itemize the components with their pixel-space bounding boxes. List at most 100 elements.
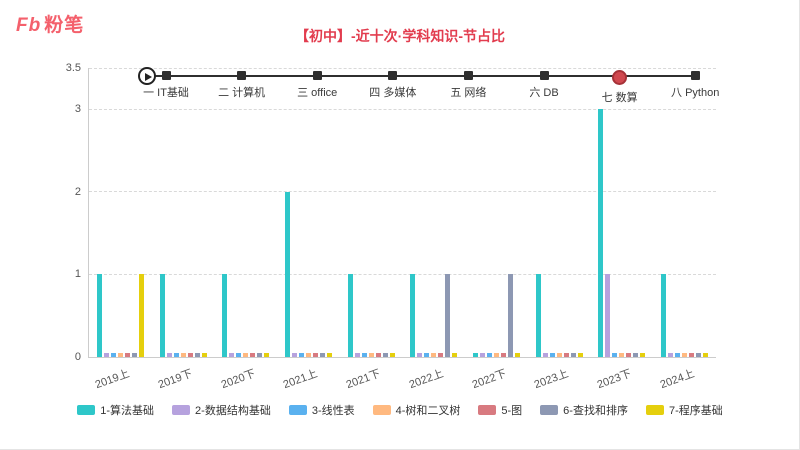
timeline-step-label: 六 DB — [529, 87, 559, 99]
bar-5-图-2021下[interactable] — [375, 352, 381, 357]
legend-swatch — [478, 405, 497, 415]
bar-3-线性表-2024上[interactable] — [675, 352, 681, 357]
bar-7-程序基础-2022上[interactable] — [452, 352, 458, 357]
bar-1-算法基础-2020下[interactable] — [222, 274, 228, 357]
bar-4-树和二叉树-2020下[interactable] — [243, 352, 249, 357]
timeline-step-6[interactable]: 六 DB — [499, 68, 589, 100]
bar-3-线性表-2019上[interactable] — [110, 352, 116, 357]
bar-6-查找和排序-2022上[interactable] — [445, 274, 451, 357]
timeline-marker[interactable] — [690, 71, 700, 80]
legend-item-6-查找和排序[interactable]: 6-查找和排序 — [540, 402, 628, 418]
timeline-step-3[interactable]: 三 office — [272, 68, 362, 100]
bar-2-数据结构基础-2021上[interactable] — [291, 352, 297, 357]
bar-1-算法基础-2021上[interactable] — [284, 191, 290, 357]
bar-7-程序基础-2023上[interactable] — [577, 352, 583, 357]
bar-6-查找和排序-2021下[interactable] — [382, 352, 388, 357]
bar-7-程序基础-2019上[interactable] — [138, 274, 144, 357]
bar-5-图-2019下[interactable] — [187, 352, 193, 357]
bar-6-查找和排序-2019上[interactable] — [131, 352, 137, 357]
bar-4-树和二叉树-2021上[interactable] — [305, 352, 311, 357]
timeline-marker[interactable] — [161, 71, 171, 80]
bar-2-数据结构基础-2020下[interactable] — [229, 352, 235, 357]
bar-3-线性表-2022下[interactable] — [487, 352, 493, 357]
legend-label: 3-线性表 — [311, 405, 355, 417]
bar-4-树和二叉树-2023下[interactable] — [619, 352, 625, 357]
bar-6-查找和排序-2023上[interactable] — [570, 352, 576, 357]
timeline-step-1[interactable]: 一 IT基础 — [121, 68, 211, 100]
bar-5-图-2023下[interactable] — [626, 352, 632, 357]
legend-label: 4-树和二叉树 — [395, 405, 461, 417]
legend-swatch — [288, 405, 307, 415]
legend-item-5-图[interactable]: 5-图 — [478, 402, 522, 418]
timeline-play-button[interactable] — [138, 67, 156, 85]
bar-2-数据结构基础-2023下[interactable] — [605, 274, 611, 357]
bar-7-程序基础-2019下[interactable] — [201, 352, 207, 357]
timeline-step-4[interactable]: 四 多媒体 — [348, 68, 438, 100]
timeline-marker[interactable] — [539, 71, 549, 80]
bar-4-树和二叉树-2023上[interactable] — [556, 352, 562, 357]
bar-4-树和二叉树-2024上[interactable] — [682, 352, 688, 357]
bar-3-线性表-2020下[interactable] — [236, 352, 242, 357]
legend-item-4-树和二叉树[interactable]: 4-树和二叉树 — [372, 402, 461, 418]
bar-4-树和二叉树-2019上[interactable] — [117, 352, 123, 357]
bar-6-查找和排序-2024上[interactable] — [696, 352, 702, 357]
bar-2-数据结构基础-2022上[interactable] — [417, 352, 423, 357]
bar-6-查找和排序-2023下[interactable] — [633, 352, 639, 357]
timeline-marker[interactable] — [237, 71, 247, 80]
bar-4-树和二叉树-2022下[interactable] — [494, 352, 500, 357]
timeline-marker[interactable] — [388, 71, 398, 80]
legend-item-2-数据结构基础[interactable]: 2-数据结构基础 — [172, 402, 271, 418]
bar-7-程序基础-2021下[interactable] — [389, 352, 395, 357]
legend-item-3-线性表[interactable]: 3-线性表 — [288, 402, 355, 418]
bar-5-图-2021上[interactable] — [312, 352, 318, 357]
bar-1-算法基础-2022下[interactable] — [473, 352, 479, 357]
bar-1-算法基础-2021下[interactable] — [347, 274, 353, 357]
bar-7-程序基础-2024上[interactable] — [703, 352, 709, 357]
bar-2-数据结构基础-2019下[interactable] — [166, 352, 172, 357]
timeline-step-7[interactable]: 七 数算 — [575, 68, 665, 105]
legend-item-7-程序基础[interactable]: 7-程序基础 — [645, 402, 723, 418]
bar-3-线性表-2023下[interactable] — [612, 352, 618, 357]
bar-6-查找和排序-2020下[interactable] — [257, 352, 263, 357]
bar-3-线性表-2019下[interactable] — [173, 352, 179, 357]
bar-7-程序基础-2021上[interactable] — [326, 352, 332, 357]
bar-1-算法基础-2023下[interactable] — [598, 109, 604, 357]
timeline-current-marker[interactable] — [612, 70, 628, 85]
bar-7-程序基础-2020下[interactable] — [264, 352, 270, 357]
bar-5-图-2022下[interactable] — [501, 352, 507, 357]
bar-1-算法基础-2024上[interactable] — [661, 274, 667, 357]
bar-1-算法基础-2019下[interactable] — [159, 274, 165, 357]
bar-5-图-2019上[interactable] — [124, 352, 130, 357]
timeline-step-8[interactable]: 八 Python — [650, 68, 740, 100]
bar-4-树和二叉树-2021下[interactable] — [368, 352, 374, 357]
bar-2-数据结构基础-2022下[interactable] — [480, 352, 486, 357]
bar-4-树和二叉树-2019下[interactable] — [180, 352, 186, 357]
bar-1-算法基础-2022上[interactable] — [410, 274, 416, 357]
timeline-step-5[interactable]: 五 网络 — [423, 68, 513, 100]
bar-4-树和二叉树-2022上[interactable] — [431, 352, 437, 357]
bar-3-线性表-2021下[interactable] — [361, 352, 367, 357]
bar-2-数据结构基础-2021下[interactable] — [354, 352, 360, 357]
bar-1-算法基础-2023上[interactable] — [535, 274, 541, 357]
legend-item-1-算法基础[interactable]: 1-算法基础 — [77, 402, 154, 418]
bar-3-线性表-2023上[interactable] — [549, 352, 555, 357]
timeline-marker[interactable] — [312, 71, 322, 80]
bar-7-程序基础-2022下[interactable] — [515, 352, 521, 357]
bar-2-数据结构基础-2024上[interactable] — [668, 352, 674, 357]
bar-5-图-2024上[interactable] — [689, 352, 695, 357]
bar-5-图-2023上[interactable] — [563, 352, 569, 357]
bar-2-数据结构基础-2023上[interactable] — [542, 352, 548, 357]
bar-6-查找和排序-2021上[interactable] — [319, 352, 325, 357]
bar-3-线性表-2021上[interactable] — [298, 352, 304, 357]
x-axis-label: 2019上 — [94, 367, 132, 392]
timeline-marker[interactable] — [463, 71, 473, 80]
bar-7-程序基础-2023下[interactable] — [640, 352, 646, 357]
bar-6-查找和排序-2022下[interactable] — [508, 274, 514, 357]
bar-6-查找和排序-2019下[interactable] — [194, 352, 200, 357]
timeline-step-2[interactable]: 二 计算机 — [197, 68, 287, 100]
bar-2-数据结构基础-2019上[interactable] — [103, 352, 109, 357]
bar-5-图-2022上[interactable] — [438, 352, 444, 357]
bar-1-算法基础-2019上[interactable] — [96, 274, 102, 357]
bar-3-线性表-2022上[interactable] — [424, 352, 430, 357]
bar-5-图-2020下[interactable] — [250, 352, 256, 357]
